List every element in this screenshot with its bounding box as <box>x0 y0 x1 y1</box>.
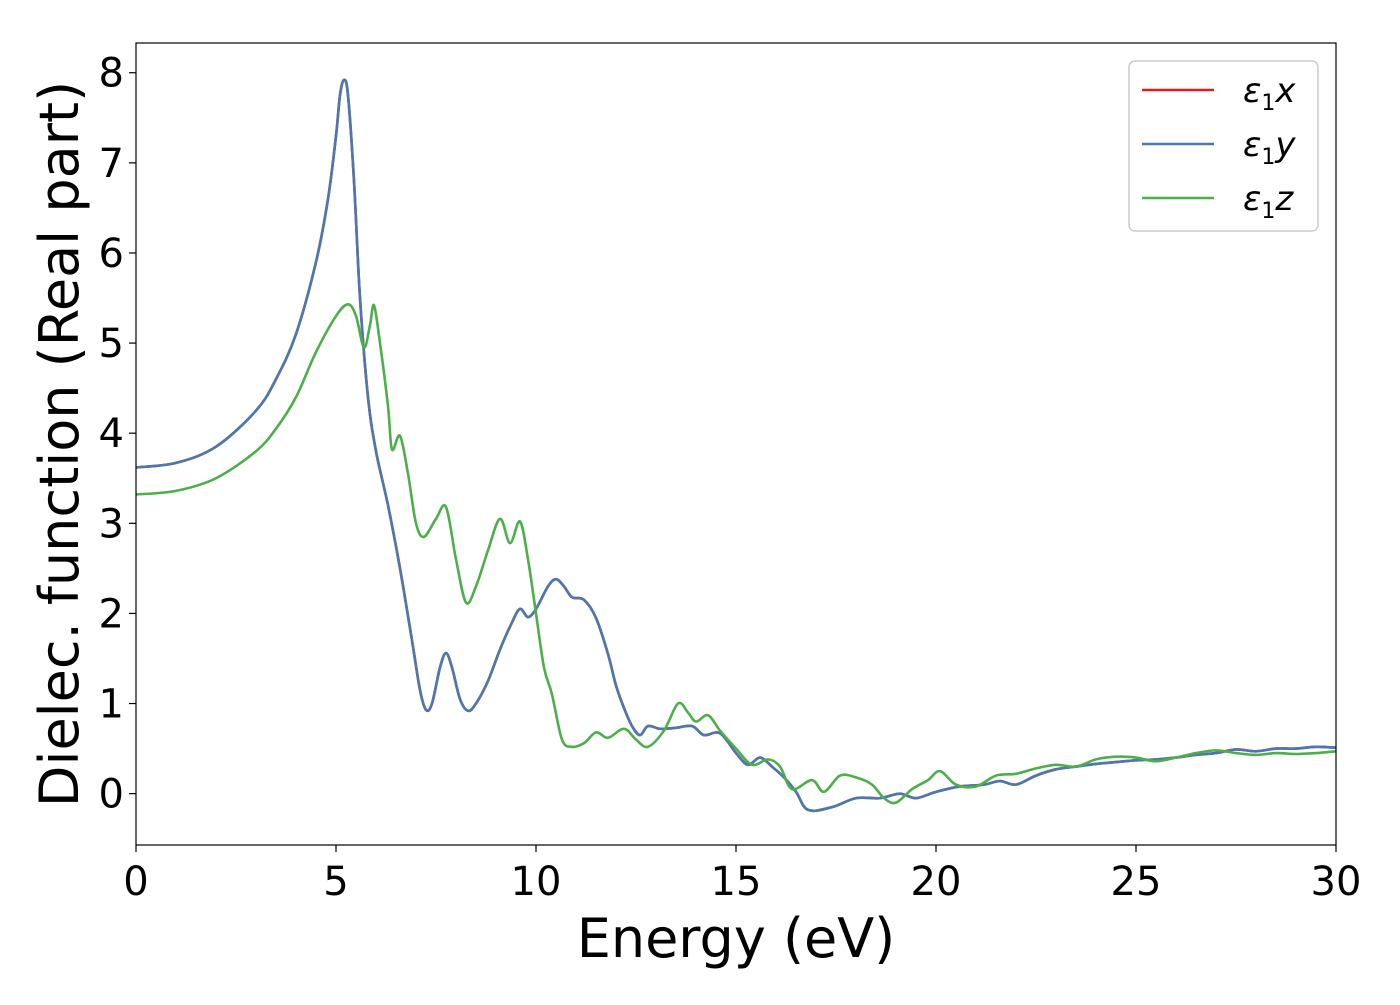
x-axis-label: Energy (eV) <box>577 907 896 970</box>
y-tick-label: 6 <box>99 231 124 277</box>
x-axis-ticks: 0 5 10 15 20 25 30 <box>123 845 1361 905</box>
x-tick-label: 20 <box>911 859 962 905</box>
y-tick-label: 8 <box>99 51 124 97</box>
series-line-y <box>135 78 1337 813</box>
legend-items: ε1x ε1y ε1z <box>1142 71 1296 224</box>
y-tick-label: 0 <box>99 772 124 818</box>
legend: ε1x ε1y ε1z <box>1128 60 1319 232</box>
y-tick-label: 4 <box>99 411 124 457</box>
legend-box <box>1128 60 1319 232</box>
x-tick-label: 0 <box>123 859 148 905</box>
y-tick-label: 7 <box>99 141 124 187</box>
x-tick-label: 5 <box>323 859 348 905</box>
y-tick-label: 5 <box>99 321 124 367</box>
x-tick-label: 15 <box>711 859 762 905</box>
series-line-z <box>135 303 1337 805</box>
x-tick-label: 10 <box>511 859 562 905</box>
y-tick-label: 1 <box>99 682 124 728</box>
legend-label-z: ε1z <box>1243 179 1294 224</box>
legend-label-y: ε1y <box>1243 125 1296 170</box>
y-axis-ticks: 0 1 2 3 4 5 6 7 8 <box>99 51 136 818</box>
x-tick-label: 30 <box>1311 859 1362 905</box>
series-layer <box>135 78 1337 813</box>
x-tick-label: 25 <box>1111 859 1162 905</box>
y-axis-label: Dielec. function (Real part) <box>28 81 91 807</box>
y-tick-label: 2 <box>99 591 124 637</box>
legend-label-x: ε1x <box>1243 71 1296 116</box>
y-tick-label: 3 <box>99 501 124 547</box>
